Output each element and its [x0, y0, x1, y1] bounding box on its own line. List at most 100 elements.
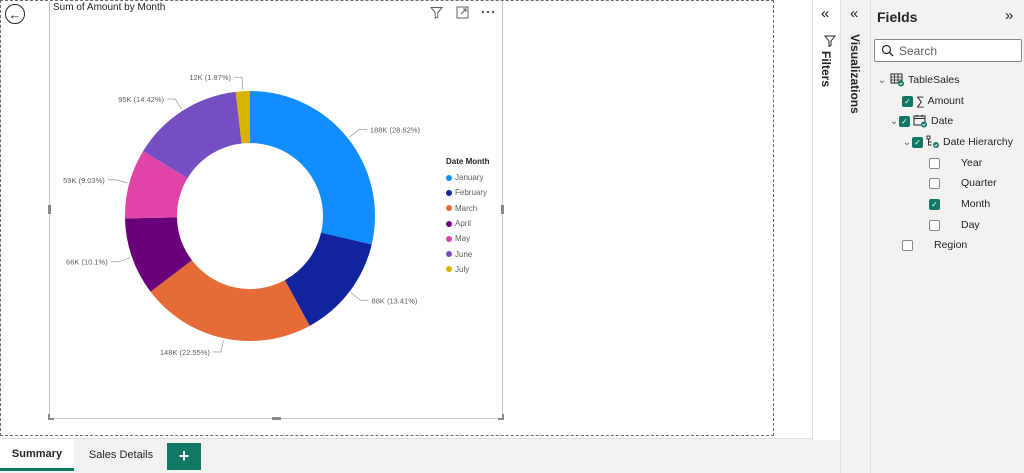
legend-marker	[446, 251, 452, 258]
resize-handle-bottom-right[interactable]	[498, 414, 504, 420]
data-label-may: 59K (9.03%)	[63, 176, 105, 185]
fields-search[interactable]	[874, 39, 1022, 62]
field-amount[interactable]: ✓ ∑ Amount	[902, 92, 964, 110]
legend-label: May	[455, 234, 471, 244]
report-canvas: ← Sum of Amount by Month 188K (28.62%) 88…	[0, 0, 774, 436]
leader-line-march	[212, 340, 224, 353]
field-date[interactable]: ⌄ ✓ Date	[889, 112, 953, 130]
donut-chart-visual[interactable]: Sum of Amount by Month 188K (28.62%) 88K …	[48, 1, 504, 420]
checkbox-date-hierarchy[interactable]: ✓	[912, 136, 923, 148]
legend-marker	[446, 266, 452, 273]
donut-slice-june[interactable]	[143, 91, 242, 179]
resize-handle-right[interactable]	[501, 205, 504, 214]
search-input[interactable]	[899, 43, 1017, 58]
hierarchy-icon	[926, 135, 940, 149]
data-label-june: 95K (14.42%)	[118, 95, 164, 104]
leader-line-june	[167, 98, 182, 110]
donut-chart: 188K (28.62%) 88K (13.41%) 148K (22.55%) 66…	[63, 73, 421, 357]
fields-pane: Fields » ⌄ TableSales ✓ ∑ Amount ⌄ ✓	[870, 0, 1024, 473]
resize-handle-bottom[interactable]	[272, 417, 281, 420]
field-label-region: Region	[934, 239, 968, 251]
resize-handle-bottom-left[interactable]	[48, 414, 54, 420]
visualizations-label: Visualizations	[848, 34, 862, 114]
legend-item-july[interactable]: July	[446, 262, 490, 277]
donut-slice-may[interactable]	[125, 151, 188, 219]
tab-sales-details[interactable]: Sales Details	[88, 449, 154, 461]
filters-pane[interactable]: « Filters	[812, 0, 840, 440]
data-label-march: 148K (22.55%)	[160, 348, 211, 357]
filters-label: Filters	[819, 51, 833, 88]
legend-item-february[interactable]: February	[446, 185, 490, 200]
field-date-hierarchy[interactable]: ⌄ ✓ Date Hierarchy	[902, 133, 1013, 151]
chevron-down-icon[interactable]: ⌄	[902, 136, 912, 148]
table-icon	[890, 73, 905, 87]
donut-slice-january[interactable]	[250, 91, 375, 245]
legend-marker	[446, 220, 452, 227]
data-label-january: 188K (28.62%)	[370, 126, 421, 135]
chevron-down-icon[interactable]: ⌄	[889, 115, 899, 127]
legend-item-march[interactable]: March	[446, 201, 490, 216]
leader-line-july	[234, 76, 244, 90]
focus-mode-icon[interactable]	[454, 4, 470, 20]
field-year[interactable]: Year	[929, 154, 982, 172]
donut-slice-february[interactable]	[284, 232, 372, 326]
checkbox-month[interactable]: ✓	[929, 198, 940, 210]
field-label-day: Day	[961, 219, 980, 231]
back-arrow-icon[interactable]: ←	[5, 4, 25, 24]
field-label-date-hierarchy: Date Hierarchy	[943, 136, 1014, 148]
legend-marker	[446, 235, 452, 242]
checkbox-quarter[interactable]	[929, 177, 940, 189]
data-label-february: 88K (13.41%)	[372, 296, 418, 305]
fields-title: Fields	[877, 9, 918, 25]
field-month[interactable]: ✓ Month	[929, 195, 990, 213]
legend-marker	[446, 174, 452, 181]
legend-label: March	[455, 203, 478, 213]
add-page-button[interactable]: +	[167, 443, 201, 470]
tab-summary[interactable]: Summary	[0, 439, 74, 471]
leader-line-january	[349, 129, 367, 138]
legend-marker	[446, 189, 452, 196]
donut-slice-july[interactable]	[235, 91, 250, 144]
leader-line-may	[107, 179, 128, 184]
donut-slice-march[interactable]	[150, 260, 310, 341]
field-day[interactable]: Day	[929, 216, 980, 234]
chart-legend: Date Month January February March April May J…	[446, 157, 490, 277]
checkbox-date[interactable]: ✓	[899, 115, 910, 127]
search-icon	[881, 44, 894, 57]
legend-label: June	[455, 249, 473, 259]
field-label-date: Date	[931, 115, 954, 127]
visual-title: Sum of Amount by Month	[53, 2, 166, 13]
legend-item-april[interactable]: April	[446, 216, 490, 231]
double-chevron-left-icon[interactable]: «	[850, 5, 859, 22]
double-chevron-left-icon[interactable]: «	[821, 5, 830, 22]
field-region[interactable]: Region	[902, 236, 967, 254]
chevron-down-icon[interactable]: ⌄	[877, 74, 887, 86]
leader-line-february	[350, 292, 369, 301]
legend-label: January	[455, 173, 484, 183]
leader-line-april	[110, 257, 131, 263]
resize-handle-left[interactable]	[48, 205, 51, 214]
field-label-month: Month	[961, 198, 991, 210]
legend-label: April	[455, 219, 472, 229]
donut-slice-april[interactable]	[125, 217, 192, 292]
more-options-icon[interactable]	[480, 4, 496, 20]
legend-marker	[446, 205, 452, 212]
legend-item-january[interactable]: January	[446, 170, 490, 185]
field-quarter[interactable]: Quarter	[929, 174, 997, 192]
page-tab-bar: Summary Sales Details +	[0, 438, 840, 473]
visualizations-pane[interactable]: « Visualizations	[840, 0, 870, 473]
legend-item-june[interactable]: June	[446, 246, 490, 261]
filter-icon[interactable]	[428, 4, 444, 20]
checkbox-region[interactable]	[902, 239, 913, 251]
legend-label: July	[455, 264, 470, 274]
table-tablesales[interactable]: ⌄ TableSales	[877, 71, 959, 89]
double-chevron-right-icon[interactable]: »	[1005, 7, 1014, 24]
field-label-amount: Amount	[927, 95, 964, 107]
checkbox-year[interactable]	[929, 157, 940, 169]
checkbox-amount[interactable]: ✓	[902, 95, 913, 107]
filter-icon	[824, 35, 836, 47]
checkbox-day[interactable]	[929, 219, 940, 231]
legend-item-may[interactable]: May	[446, 231, 490, 246]
visual-header-icons	[428, 4, 496, 20]
